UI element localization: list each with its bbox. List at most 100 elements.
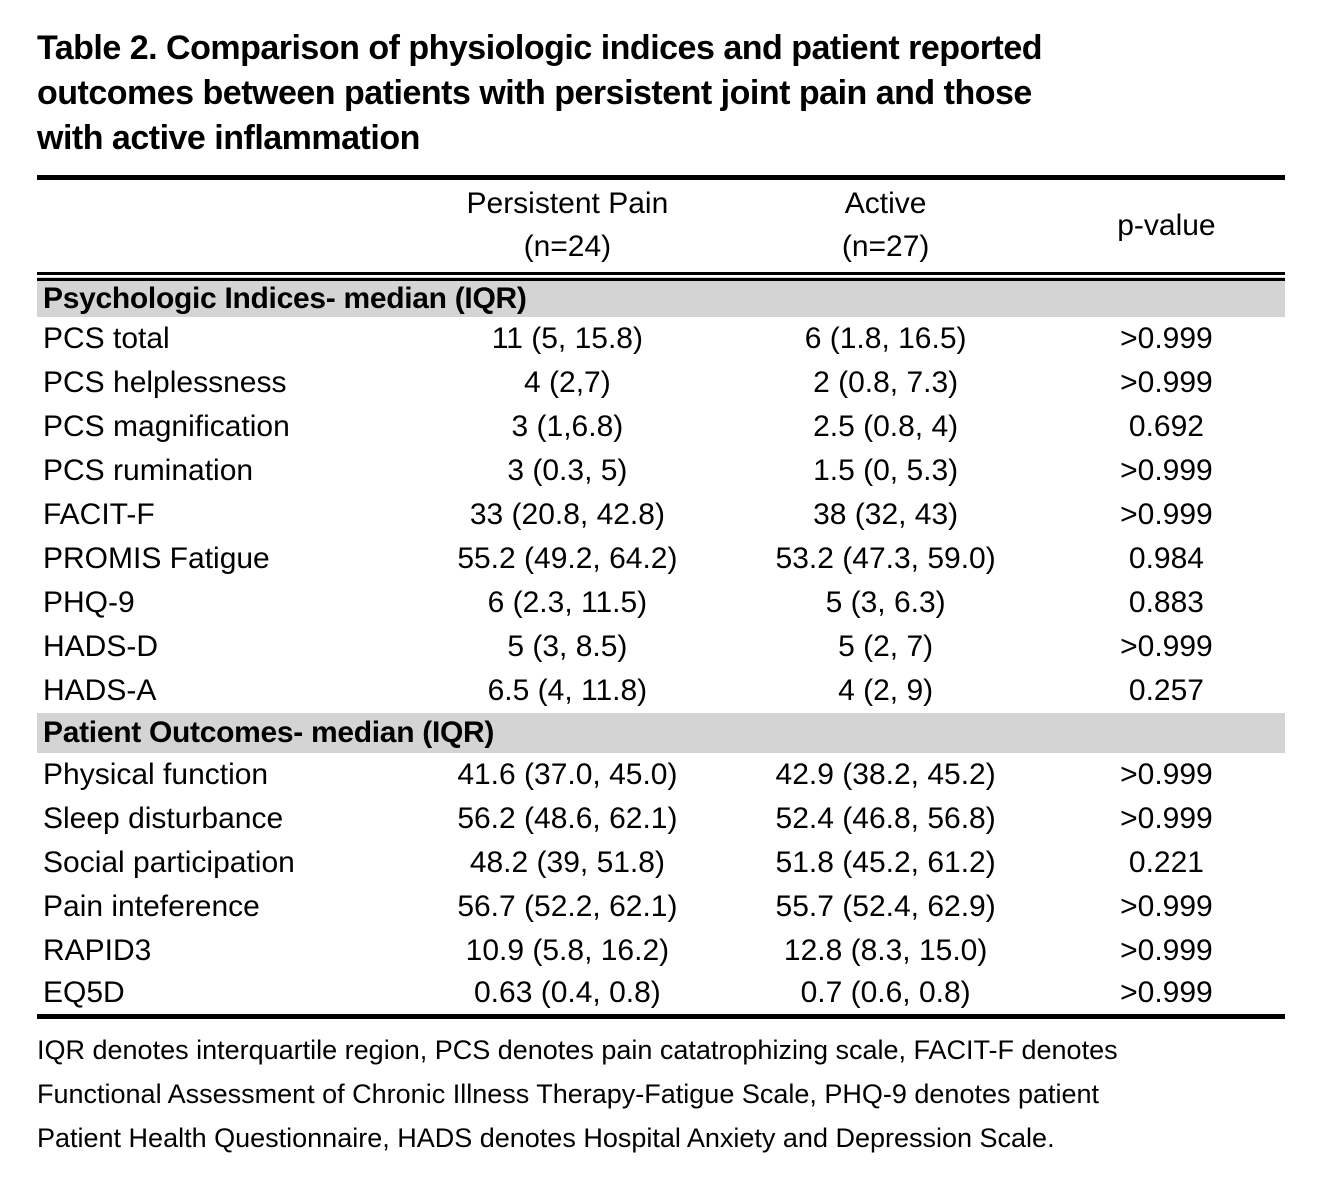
row-active-value: 2.5 (0.8, 4) bbox=[813, 409, 959, 443]
row-active-value: 4 (2, 9) bbox=[838, 673, 934, 707]
row-label: HADS-A bbox=[43, 673, 157, 707]
row-persistent-pain-value: 56.7 (52.2, 62.1) bbox=[457, 889, 678, 923]
table-row: HADS-A 6.5 (4, 11.8) 4 (2, 9) 0.257 bbox=[37, 669, 1285, 713]
table-row: RAPID3 10.9 (5.8, 16.2) 12.8 (8.3, 15.0)… bbox=[37, 929, 1285, 973]
row-active-value: 51.8 (45.2, 61.2) bbox=[775, 845, 996, 879]
header-persistent-pain-n: (n=24) bbox=[523, 230, 612, 263]
row-persistent-pain-value: 6.5 (4, 11.8) bbox=[487, 673, 648, 707]
row-persistent-pain-value: 10.9 (5.8, 16.2) bbox=[465, 933, 670, 967]
row-persistent-pain-value: 56.2 (48.6, 62.1) bbox=[457, 801, 678, 835]
row-persistent-pain-value: 33 (20.8, 42.8) bbox=[469, 497, 665, 531]
row-label: FACIT-F bbox=[43, 497, 155, 531]
row-active-value: 5 (2, 7) bbox=[838, 629, 934, 663]
row-p-value: >0.999 bbox=[1120, 629, 1213, 663]
section-label: Psychologic Indices- median (IQR) bbox=[37, 276, 1285, 317]
row-persistent-pain-value: 6 (2.3, 11.5) bbox=[487, 585, 648, 619]
row-label: HADS-D bbox=[43, 629, 159, 663]
table-row: PCS total 11 (5, 15.8) 6 (1.8, 16.5) >0.… bbox=[37, 317, 1285, 361]
table-row: Pain inteference 56.7 (52.2, 62.1) 55.7 … bbox=[37, 885, 1285, 929]
row-p-value: >0.999 bbox=[1120, 365, 1213, 399]
header-persistent-pain: Persistent Pain (n=24) bbox=[411, 177, 724, 281]
row-active-value: 53.2 (47.3, 59.0) bbox=[775, 541, 996, 575]
row-persistent-pain-value: 4 (2,7) bbox=[524, 365, 611, 399]
row-active-value: 38 (32, 43) bbox=[813, 497, 959, 531]
row-p-value: >0.999 bbox=[1120, 976, 1213, 1010]
header-active-n: (n=27) bbox=[841, 230, 930, 263]
row-persistent-pain-value: 55.2 (49.2, 64.2) bbox=[457, 541, 678, 575]
table-row: EQ5D 0.63 (0.4, 0.8) 0.7 (0.6, 0.8) >0.9… bbox=[37, 973, 1285, 1017]
table-row: FACIT-F 33 (20.8, 42.8) 38 (32, 43) >0.9… bbox=[37, 493, 1285, 537]
row-p-value: 0.883 bbox=[1128, 585, 1204, 619]
section-label: Patient Outcomes- median (IQR) bbox=[37, 712, 1285, 753]
header-active: Active (n=27) bbox=[723, 177, 1048, 281]
row-active-value: 2 (0.8, 7.3) bbox=[813, 365, 959, 399]
row-p-value: >0.999 bbox=[1120, 757, 1213, 791]
row-p-value: >0.999 bbox=[1120, 889, 1213, 923]
table-title: Table 2. Comparison of physiologic indic… bbox=[37, 26, 1285, 161]
row-p-value: 0.692 bbox=[1128, 409, 1204, 443]
row-p-value: 0.257 bbox=[1128, 673, 1204, 707]
row-active-value: 55.7 (52.4, 62.9) bbox=[775, 889, 996, 923]
row-p-value: >0.999 bbox=[1120, 801, 1213, 835]
row-persistent-pain-value: 48.2 (39, 51.8) bbox=[469, 845, 665, 879]
row-active-value: 0.7 (0.6, 0.8) bbox=[800, 976, 971, 1010]
header-empty-cell bbox=[37, 177, 412, 281]
row-label: PCS magnification bbox=[43, 409, 290, 443]
footnote: IQR denotes interquartile region, PCS de… bbox=[37, 1028, 1285, 1160]
row-label: RAPID3 bbox=[43, 933, 152, 967]
row-label: EQ5D bbox=[43, 976, 125, 1010]
table-row: PCS magnification 3 (1,6.8) 2.5 (0.8, 4)… bbox=[37, 405, 1285, 449]
comparison-table: Persistent Pain (n=24) Active (n=27) p-v… bbox=[37, 175, 1285, 1019]
row-persistent-pain-value: 3 (1,6.8) bbox=[511, 409, 624, 443]
row-label: Sleep disturbance bbox=[43, 801, 284, 835]
footnote-line: IQR denotes interquartile region, PCS de… bbox=[37, 1035, 1118, 1065]
row-active-value: 5 (3, 6.3) bbox=[825, 585, 946, 619]
table-title-line: outcomes between patients with persisten… bbox=[37, 74, 1032, 112]
table-row: Physical function 41.6 (37.0, 45.0) 42.9… bbox=[37, 753, 1285, 797]
row-p-value: 0.221 bbox=[1128, 845, 1204, 879]
section-header-row: Psychologic Indices- median (IQR) bbox=[37, 276, 1285, 317]
row-p-value: >0.999 bbox=[1120, 321, 1213, 355]
row-persistent-pain-value: 41.6 (37.0, 45.0) bbox=[457, 757, 678, 791]
row-label: Social participation bbox=[43, 845, 295, 879]
table-row: PHQ-9 6 (2.3, 11.5) 5 (3, 6.3) 0.883 bbox=[37, 581, 1285, 625]
row-label: PCS rumination bbox=[43, 453, 254, 487]
row-persistent-pain-value: 3 (0.3, 5) bbox=[507, 453, 628, 487]
table-row: PCS rumination 3 (0.3, 5) 1.5 (0, 5.3) >… bbox=[37, 449, 1285, 493]
row-label: Physical function bbox=[43, 757, 269, 791]
row-label: PHQ-9 bbox=[43, 585, 135, 619]
row-persistent-pain-value: 11 (5, 15.8) bbox=[491, 321, 643, 355]
section-header-row: Patient Outcomes- median (IQR) bbox=[37, 712, 1285, 753]
document-page: Table 2. Comparison of physiologic indic… bbox=[37, 26, 1285, 1160]
table-row: Sleep disturbance 56.2 (48.6, 62.1) 52.4… bbox=[37, 797, 1285, 841]
footnote-line: Patient Health Questionnaire, HADS denot… bbox=[37, 1123, 1055, 1153]
footnote-line: Functional Assessment of Chronic Illness… bbox=[37, 1079, 1100, 1109]
row-active-value: 12.8 (8.3, 15.0) bbox=[783, 933, 988, 967]
row-label: Pain inteference bbox=[43, 889, 260, 923]
table-title-line: Table 2. Comparison of physiologic indic… bbox=[37, 29, 1043, 67]
row-p-value: 0.984 bbox=[1128, 541, 1204, 575]
row-persistent-pain-value: 0.63 (0.4, 0.8) bbox=[473, 976, 661, 1010]
table-header: Persistent Pain (n=24) Active (n=27) p-v… bbox=[37, 177, 1285, 281]
header-persistent-pain-label: Persistent Pain bbox=[466, 187, 669, 220]
table-row: HADS-D 5 (3, 8.5) 5 (2, 7) >0.999 bbox=[37, 625, 1285, 669]
header-active-label: Active bbox=[844, 187, 927, 220]
row-active-value: 1.5 (0, 5.3) bbox=[813, 453, 959, 487]
table-body: Psychologic Indices- median (IQR) PCS to… bbox=[37, 276, 1285, 1017]
table-header-row: Persistent Pain (n=24) Active (n=27) p-v… bbox=[37, 177, 1285, 281]
row-p-value: >0.999 bbox=[1120, 453, 1213, 487]
row-label: PCS helplessness bbox=[43, 365, 287, 399]
table-row: PCS helplessness 4 (2,7) 2 (0.8, 7.3) >0… bbox=[37, 361, 1285, 405]
table-row: PROMIS Fatigue 55.2 (49.2, 64.2) 53.2 (4… bbox=[37, 537, 1285, 581]
table-title-line: with active inflammation bbox=[37, 119, 420, 157]
row-active-value: 6 (1.8, 16.5) bbox=[804, 321, 967, 355]
header-p-value: p-value bbox=[1047, 177, 1285, 281]
row-p-value: >0.999 bbox=[1120, 497, 1213, 531]
table-row: Social participation 48.2 (39, 51.8) 51.… bbox=[37, 841, 1285, 885]
row-label: PROMIS Fatigue bbox=[43, 541, 270, 575]
row-p-value: >0.999 bbox=[1120, 933, 1213, 967]
row-active-value: 52.4 (46.8, 56.8) bbox=[775, 801, 996, 835]
row-persistent-pain-value: 5 (3, 8.5) bbox=[507, 629, 628, 663]
row-label: PCS total bbox=[43, 321, 170, 355]
row-active-value: 42.9 (38.2, 45.2) bbox=[775, 757, 996, 791]
